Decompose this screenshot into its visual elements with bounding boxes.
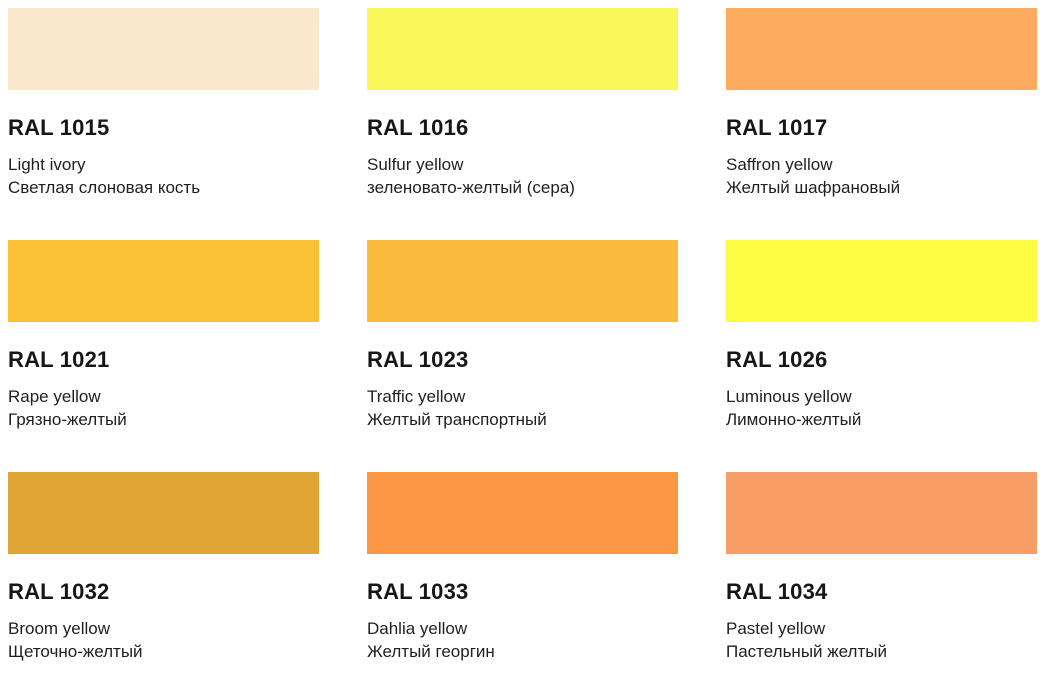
color-names: Pastel yellow Пастельный желтый	[726, 617, 1037, 663]
color-names: Dahlia yellow Желтый георгин	[367, 617, 678, 663]
color-swatch	[726, 472, 1037, 554]
color-card: RAL 1032 Broom yellow Щеточно-желтый	[8, 472, 319, 663]
color-swatch	[8, 472, 319, 554]
ral-code: RAL 1032	[8, 579, 110, 604]
color-name-en: Dahlia yellow	[367, 619, 468, 638]
color-names: Saffron yellow Желтый шафрановый	[726, 153, 1037, 199]
color-names: Light ivory Светлая слоновая кость	[8, 153, 319, 199]
color-swatch	[726, 8, 1037, 90]
ral-code: RAL 1017	[726, 115, 828, 140]
color-name-en: Traffic yellow	[367, 387, 466, 406]
color-name-ru: Грязно-желтый	[8, 410, 127, 429]
ral-code: RAL 1016	[367, 115, 469, 140]
color-swatch	[367, 240, 678, 322]
color-name-ru: Щеточно-желтый	[8, 642, 143, 661]
color-name-en: Light ivory	[8, 155, 86, 174]
color-names: Sulfur yellow зеленовато-желтый (сера)	[367, 153, 678, 199]
color-names: Broom yellow Щеточно-желтый	[8, 617, 319, 663]
color-swatch	[726, 240, 1037, 322]
color-card: RAL 1017 Saffron yellow Желтый шафрановы…	[726, 8, 1037, 199]
color-name-ru: зеленовато-желтый (сера)	[367, 178, 575, 197]
color-name-en: Luminous yellow	[726, 387, 852, 406]
color-name-en: Sulfur yellow	[367, 155, 464, 174]
color-name-en: Saffron yellow	[726, 155, 833, 174]
ral-code: RAL 1015	[8, 115, 110, 140]
color-swatch	[367, 472, 678, 554]
color-name-ru: Светлая слоновая кость	[8, 178, 201, 197]
ral-code: RAL 1026	[726, 347, 828, 372]
ral-code: RAL 1023	[367, 347, 469, 372]
color-names: Rape yellow Грязно-желтый	[8, 385, 319, 431]
color-card: RAL 1021 Rape yellow Грязно-желтый	[8, 240, 319, 431]
color-names: Luminous yellow Лимонно-желтый	[726, 385, 1037, 431]
ral-code: RAL 1034	[726, 579, 828, 604]
color-name-ru: Желтый георгин	[367, 642, 495, 661]
color-name-ru: Желтый шафрановый	[726, 178, 901, 197]
color-card: RAL 1033 Dahlia yellow Желтый георгин	[367, 472, 678, 663]
ral-code: RAL 1033	[367, 579, 469, 604]
color-card: RAL 1015 Light ivory Светлая слоновая ко…	[8, 8, 319, 199]
color-grid: RAL 1015 Light ivory Светлая слоновая ко…	[8, 8, 1037, 663]
color-swatch	[367, 8, 678, 90]
color-swatch	[8, 8, 319, 90]
color-card: RAL 1023 Traffic yellow Желтый транспорт…	[367, 240, 678, 431]
color-name-en: Broom yellow	[8, 619, 111, 638]
color-name-ru: Желтый транспортный	[367, 410, 547, 429]
ral-code: RAL 1021	[8, 347, 110, 372]
color-name-ru: Пастельный желтый	[726, 642, 887, 661]
color-name-en: Pastel yellow	[726, 619, 826, 638]
color-name-ru: Лимонно-желтый	[726, 410, 862, 429]
color-names: Traffic yellow Желтый транспортный	[367, 385, 678, 431]
color-card: RAL 1034 Pastel yellow Пастельный желтый	[726, 472, 1037, 663]
color-name-en: Rape yellow	[8, 387, 101, 406]
color-card: RAL 1016 Sulfur yellow зеленовато-желтый…	[367, 8, 678, 199]
color-card: RAL 1026 Luminous yellow Лимонно-желтый	[726, 240, 1037, 431]
color-swatch	[8, 240, 319, 322]
